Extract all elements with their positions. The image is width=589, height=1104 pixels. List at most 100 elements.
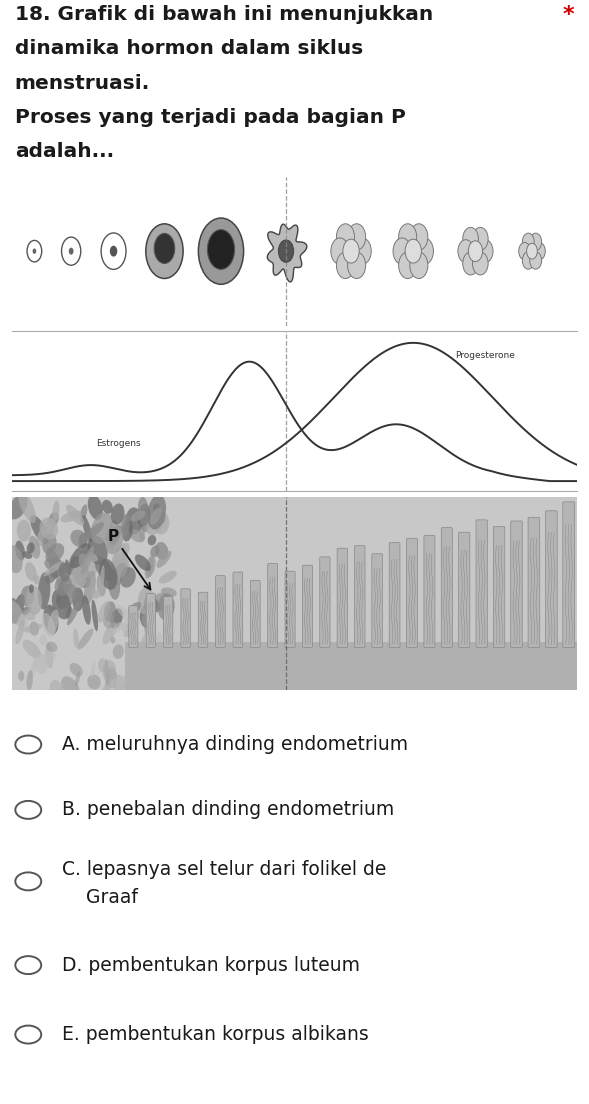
Ellipse shape bbox=[18, 491, 36, 523]
Ellipse shape bbox=[56, 563, 72, 587]
Ellipse shape bbox=[102, 500, 113, 513]
Ellipse shape bbox=[47, 609, 59, 637]
Ellipse shape bbox=[47, 549, 64, 576]
FancyBboxPatch shape bbox=[545, 511, 557, 647]
Ellipse shape bbox=[99, 565, 105, 597]
FancyBboxPatch shape bbox=[181, 588, 190, 647]
Ellipse shape bbox=[117, 605, 134, 622]
Ellipse shape bbox=[87, 675, 101, 690]
Ellipse shape bbox=[37, 519, 55, 546]
Circle shape bbox=[69, 247, 74, 255]
Ellipse shape bbox=[150, 545, 160, 558]
FancyBboxPatch shape bbox=[389, 542, 400, 647]
Ellipse shape bbox=[109, 520, 120, 543]
Bar bbox=[125, 641, 577, 690]
Circle shape bbox=[410, 252, 428, 278]
Ellipse shape bbox=[39, 651, 56, 666]
Ellipse shape bbox=[61, 510, 81, 522]
Ellipse shape bbox=[29, 535, 40, 559]
Ellipse shape bbox=[38, 572, 50, 609]
FancyBboxPatch shape bbox=[494, 527, 505, 647]
Ellipse shape bbox=[18, 671, 24, 681]
Circle shape bbox=[331, 238, 349, 264]
Ellipse shape bbox=[4, 599, 24, 625]
FancyBboxPatch shape bbox=[285, 571, 295, 647]
Ellipse shape bbox=[113, 558, 123, 575]
Circle shape bbox=[477, 240, 493, 263]
Ellipse shape bbox=[157, 551, 171, 567]
Ellipse shape bbox=[99, 559, 117, 590]
Ellipse shape bbox=[112, 622, 123, 634]
Ellipse shape bbox=[42, 533, 57, 554]
Text: Proses yang terjadi pada bagian P: Proses yang terjadi pada bagian P bbox=[15, 108, 406, 127]
Ellipse shape bbox=[72, 587, 84, 612]
Ellipse shape bbox=[27, 670, 33, 690]
Ellipse shape bbox=[52, 590, 71, 619]
Text: D. pembentukan korpus luteum: D. pembentukan korpus luteum bbox=[62, 956, 360, 975]
Ellipse shape bbox=[71, 566, 87, 588]
Ellipse shape bbox=[16, 520, 31, 542]
Circle shape bbox=[530, 252, 542, 269]
Circle shape bbox=[353, 238, 371, 264]
Circle shape bbox=[336, 252, 355, 278]
Ellipse shape bbox=[102, 660, 116, 681]
Ellipse shape bbox=[121, 513, 130, 538]
Ellipse shape bbox=[25, 562, 37, 581]
Ellipse shape bbox=[122, 619, 133, 637]
Ellipse shape bbox=[45, 643, 53, 668]
Circle shape bbox=[458, 240, 474, 263]
Text: Progesterone: Progesterone bbox=[455, 351, 515, 360]
Ellipse shape bbox=[8, 495, 28, 520]
FancyBboxPatch shape bbox=[424, 535, 435, 647]
Ellipse shape bbox=[26, 585, 42, 615]
Ellipse shape bbox=[124, 615, 137, 637]
Ellipse shape bbox=[108, 569, 120, 599]
Ellipse shape bbox=[72, 558, 85, 585]
Ellipse shape bbox=[44, 559, 68, 574]
Ellipse shape bbox=[137, 586, 154, 614]
Ellipse shape bbox=[122, 520, 133, 541]
Ellipse shape bbox=[82, 514, 92, 542]
Ellipse shape bbox=[29, 622, 39, 636]
Polygon shape bbox=[267, 224, 307, 282]
Circle shape bbox=[530, 233, 542, 251]
Ellipse shape bbox=[80, 551, 98, 562]
Ellipse shape bbox=[148, 535, 156, 545]
Ellipse shape bbox=[56, 584, 77, 609]
Ellipse shape bbox=[147, 556, 155, 577]
FancyBboxPatch shape bbox=[198, 592, 208, 647]
FancyBboxPatch shape bbox=[146, 594, 155, 647]
FancyBboxPatch shape bbox=[511, 521, 522, 647]
Ellipse shape bbox=[45, 569, 58, 584]
Ellipse shape bbox=[150, 507, 162, 526]
Ellipse shape bbox=[82, 553, 98, 578]
Ellipse shape bbox=[98, 601, 110, 623]
Text: B. penebalan dinding endometrium: B. penebalan dinding endometrium bbox=[62, 800, 394, 819]
FancyBboxPatch shape bbox=[302, 565, 313, 647]
Ellipse shape bbox=[73, 628, 79, 648]
Ellipse shape bbox=[91, 512, 113, 544]
Ellipse shape bbox=[78, 533, 88, 548]
Ellipse shape bbox=[34, 575, 40, 584]
Ellipse shape bbox=[117, 558, 130, 576]
Ellipse shape bbox=[104, 602, 116, 622]
Ellipse shape bbox=[45, 543, 64, 563]
Ellipse shape bbox=[69, 543, 91, 569]
Ellipse shape bbox=[130, 529, 145, 542]
Ellipse shape bbox=[46, 641, 57, 652]
Ellipse shape bbox=[121, 545, 129, 575]
Ellipse shape bbox=[78, 628, 93, 649]
Ellipse shape bbox=[58, 577, 75, 599]
Ellipse shape bbox=[125, 508, 142, 534]
Ellipse shape bbox=[84, 571, 96, 605]
Text: E. pembentukan korpus albikans: E. pembentukan korpus albikans bbox=[62, 1025, 369, 1044]
Ellipse shape bbox=[103, 612, 114, 628]
Circle shape bbox=[198, 219, 244, 285]
Ellipse shape bbox=[61, 677, 80, 699]
Ellipse shape bbox=[70, 662, 82, 677]
Ellipse shape bbox=[146, 520, 161, 535]
Circle shape bbox=[110, 246, 117, 256]
Circle shape bbox=[348, 224, 366, 251]
Ellipse shape bbox=[18, 615, 26, 628]
Ellipse shape bbox=[86, 522, 104, 539]
